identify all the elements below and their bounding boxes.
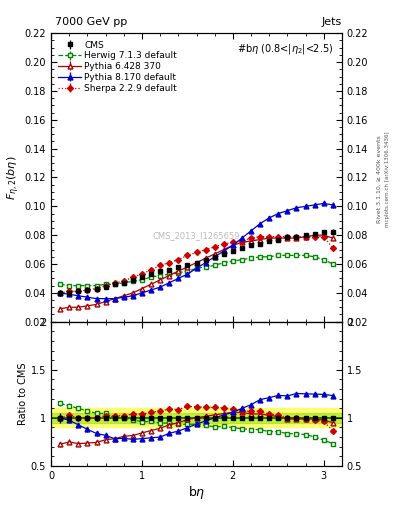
Text: CMS_2013_I1265659: CMS_2013_I1265659 <box>153 231 240 240</box>
X-axis label: b$\eta$: b$\eta$ <box>188 483 205 501</box>
Legend: CMS, Herwig 7.1.3 default, Pythia 6.428 370, Pythia 8.170 default, Sherpa 2.2.9 : CMS, Herwig 7.1.3 default, Pythia 6.428 … <box>55 38 180 95</box>
Y-axis label: Ratio to CMS: Ratio to CMS <box>18 362 28 425</box>
Text: 7000 GeV pp: 7000 GeV pp <box>55 16 127 27</box>
Y-axis label: $F_{\eta,2}(b\eta)$: $F_{\eta,2}(b\eta)$ <box>6 155 22 200</box>
Bar <box>51 408 342 428</box>
Text: Rivet 3.1.10, ≥ 400k events: Rivet 3.1.10, ≥ 400k events <box>377 135 382 223</box>
Text: #b$\eta$ (0.8<|$\eta_2$|<2.5): #b$\eta$ (0.8<|$\eta_2$|<2.5) <box>237 42 333 56</box>
Text: mcplots.cern.ch [arXiv:1306.3436]: mcplots.cern.ch [arXiv:1306.3436] <box>385 132 389 227</box>
Text: Jets: Jets <box>321 16 342 27</box>
Bar <box>51 413 342 422</box>
